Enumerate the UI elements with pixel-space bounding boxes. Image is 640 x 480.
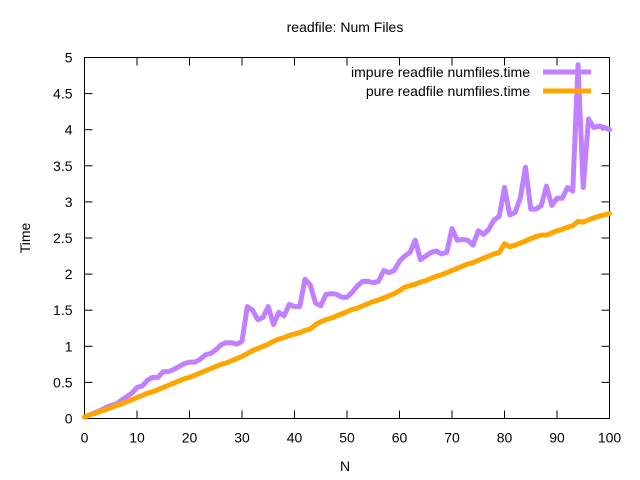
x-tick-label: 90 — [549, 430, 565, 446]
x-tick-label: 60 — [392, 430, 408, 446]
y-tick-label: 3 — [65, 194, 73, 210]
chart-title: readfile: Num Files — [287, 19, 404, 35]
x-tick-label: 20 — [182, 430, 198, 446]
legend-label-2: pure readfile numfiles.time — [366, 83, 530, 99]
y-tick-label: 1.5 — [53, 302, 73, 318]
y-tick-label: 4 — [65, 122, 73, 138]
y-tick-label: 0.5 — [53, 374, 73, 390]
y-axis-label: Time — [17, 222, 33, 253]
y-tick-label: 5 — [65, 50, 73, 66]
y-tick-label: 1 — [65, 338, 73, 354]
x-tick-label: 100 — [598, 430, 622, 446]
series-layer — [82, 62, 612, 420]
x-tick-label: 10 — [129, 430, 145, 446]
x-tick-label: 80 — [497, 430, 513, 446]
series-line-1 — [82, 62, 612, 420]
y-tick-label: 2.5 — [53, 230, 73, 246]
x-tick-label: 50 — [339, 430, 355, 446]
y-tick-label: 3.5 — [53, 158, 73, 174]
x-tick-label: 70 — [444, 430, 460, 446]
y-tick-label: 4.5 — [53, 86, 73, 102]
series-line-2 — [82, 210, 612, 420]
x-tick-label: 40 — [287, 430, 303, 446]
x-tick-label: 30 — [234, 430, 250, 446]
x-axis: 0 10 20 30 40 50 60 70 80 90 100 — [81, 57, 622, 446]
y-axis: 0 0.5 1 1.5 2 2.5 3 3.5 4 4.5 5 — [53, 50, 610, 427]
x-axis-label: N — [340, 458, 350, 474]
legend: impure readfile numfiles.time pure readfi… — [351, 64, 591, 99]
y-tick-label: 0 — [65, 411, 73, 427]
x-tick-label: 0 — [81, 430, 89, 446]
y-tick-label: 2 — [65, 266, 73, 282]
legend-label-1: impure readfile numfiles.time — [351, 64, 530, 80]
